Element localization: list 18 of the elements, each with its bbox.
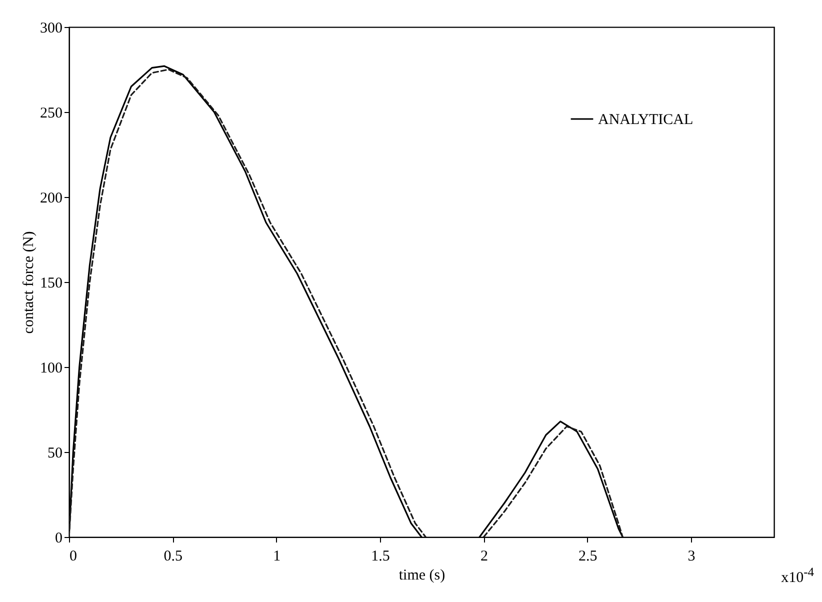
x-tick-label: 3 xyxy=(688,548,696,564)
x-tick-label: 0.5 xyxy=(164,548,183,564)
x-axis-title: time (s) xyxy=(398,568,446,584)
y-tick-label: 150 xyxy=(40,276,62,292)
x-tick-label: 2 xyxy=(480,548,488,564)
y-tick-label: 100 xyxy=(40,360,62,376)
y-tick-label: 0 xyxy=(55,530,62,546)
y-tick-label: 200 xyxy=(40,190,62,206)
y-axis-title: contact force (N) xyxy=(21,231,37,334)
y-tick-label: 250 xyxy=(40,106,62,122)
y-tick-label: 300 xyxy=(40,20,62,36)
x-tick-label: 0 xyxy=(70,548,77,564)
y-tick-label: 50 xyxy=(48,446,62,462)
x-tick-label: 1 xyxy=(273,548,281,564)
x-tick-label: 2.5 xyxy=(578,548,598,564)
x-tick-label: 1.5 xyxy=(371,548,390,564)
legend-label: ANALYTICAL xyxy=(598,112,694,128)
text: x10$^{-4}$ xyxy=(781,565,814,587)
